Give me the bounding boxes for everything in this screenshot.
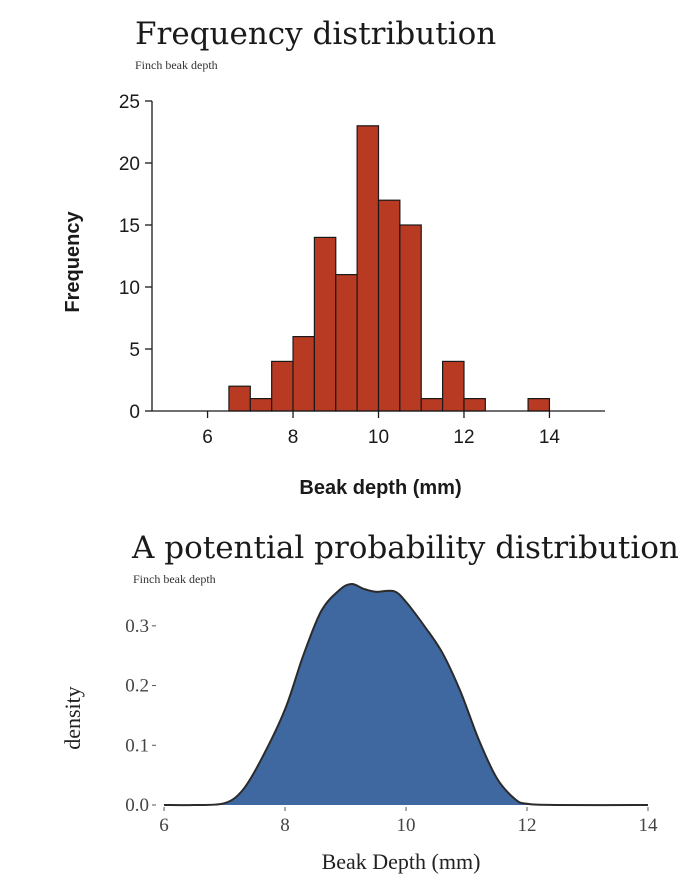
y-tick-label: 5 [129,340,140,361]
x-tick-label: 12 [518,815,537,836]
y-tick-label: 25 [119,92,140,113]
x-tick-label: 12 [453,427,474,448]
histogram-bar [335,274,358,412]
histogram-bar [356,125,380,412]
histogram-bar [420,398,444,412]
histogram-bar [292,336,315,412]
y-tick-label: 0.2 [125,676,149,697]
hist-subtitle: Finch beak depth [135,58,218,72]
x-tick-label: 8 [288,427,299,448]
x-axis-label: Beak Depth (mm) [322,849,481,874]
histogram-bar [527,398,551,412]
histogram-bar [228,385,251,412]
histogram-bar [442,360,465,412]
y-tick-label: 0.0 [125,795,149,816]
y-tick-label: 0.3 [125,616,149,637]
histogram-bar [249,398,273,412]
y-axis-label: density [60,686,85,750]
x-tick-label: 10 [368,427,389,448]
x-tick-label: 14 [539,427,561,448]
y-tick-label: 0.1 [125,735,149,756]
hist-title: Frequency distribution [135,16,497,52]
y-tick-label: 0 [129,402,140,423]
y-tick-label: 15 [119,216,140,237]
density-chart: 0.0 0.1 0.2 0.3 6 8 10 12 14 Beak Depth (mm) densi… [60,583,659,874]
x-tick-label: 10 [397,815,416,836]
histogram-bar [377,199,401,412]
density-subtitle: Finch beak depth [133,572,216,586]
histogram-bar [399,224,422,412]
histogram-bar [313,236,337,412]
x-tick-label: 14 [639,815,659,836]
density-title: A potential probability distribution [132,530,679,566]
y-tick-label: 10 [119,278,140,299]
density-panel: A potential probability distribution Fin… [0,520,680,896]
density-curve [163,583,649,807]
y-tick-label: 20 [119,154,140,175]
x-tick-label: 6 [159,815,169,836]
histogram-chart: 0 5 10 15 20 25 6 8 10 12 14 Beak depth (mm) Frequen… [62,92,605,499]
x-axis-label: Beak depth (mm) [299,477,461,499]
x-tick-label: 6 [202,427,213,448]
y-axis-label: Frequency [62,211,84,313]
x-tick-label: 8 [280,815,290,836]
histogram-panel: Frequency distribution Finch beak depth … [62,16,605,499]
histogram-bar [271,360,294,412]
histogram-bar [463,398,486,412]
density-area [164,583,648,806]
